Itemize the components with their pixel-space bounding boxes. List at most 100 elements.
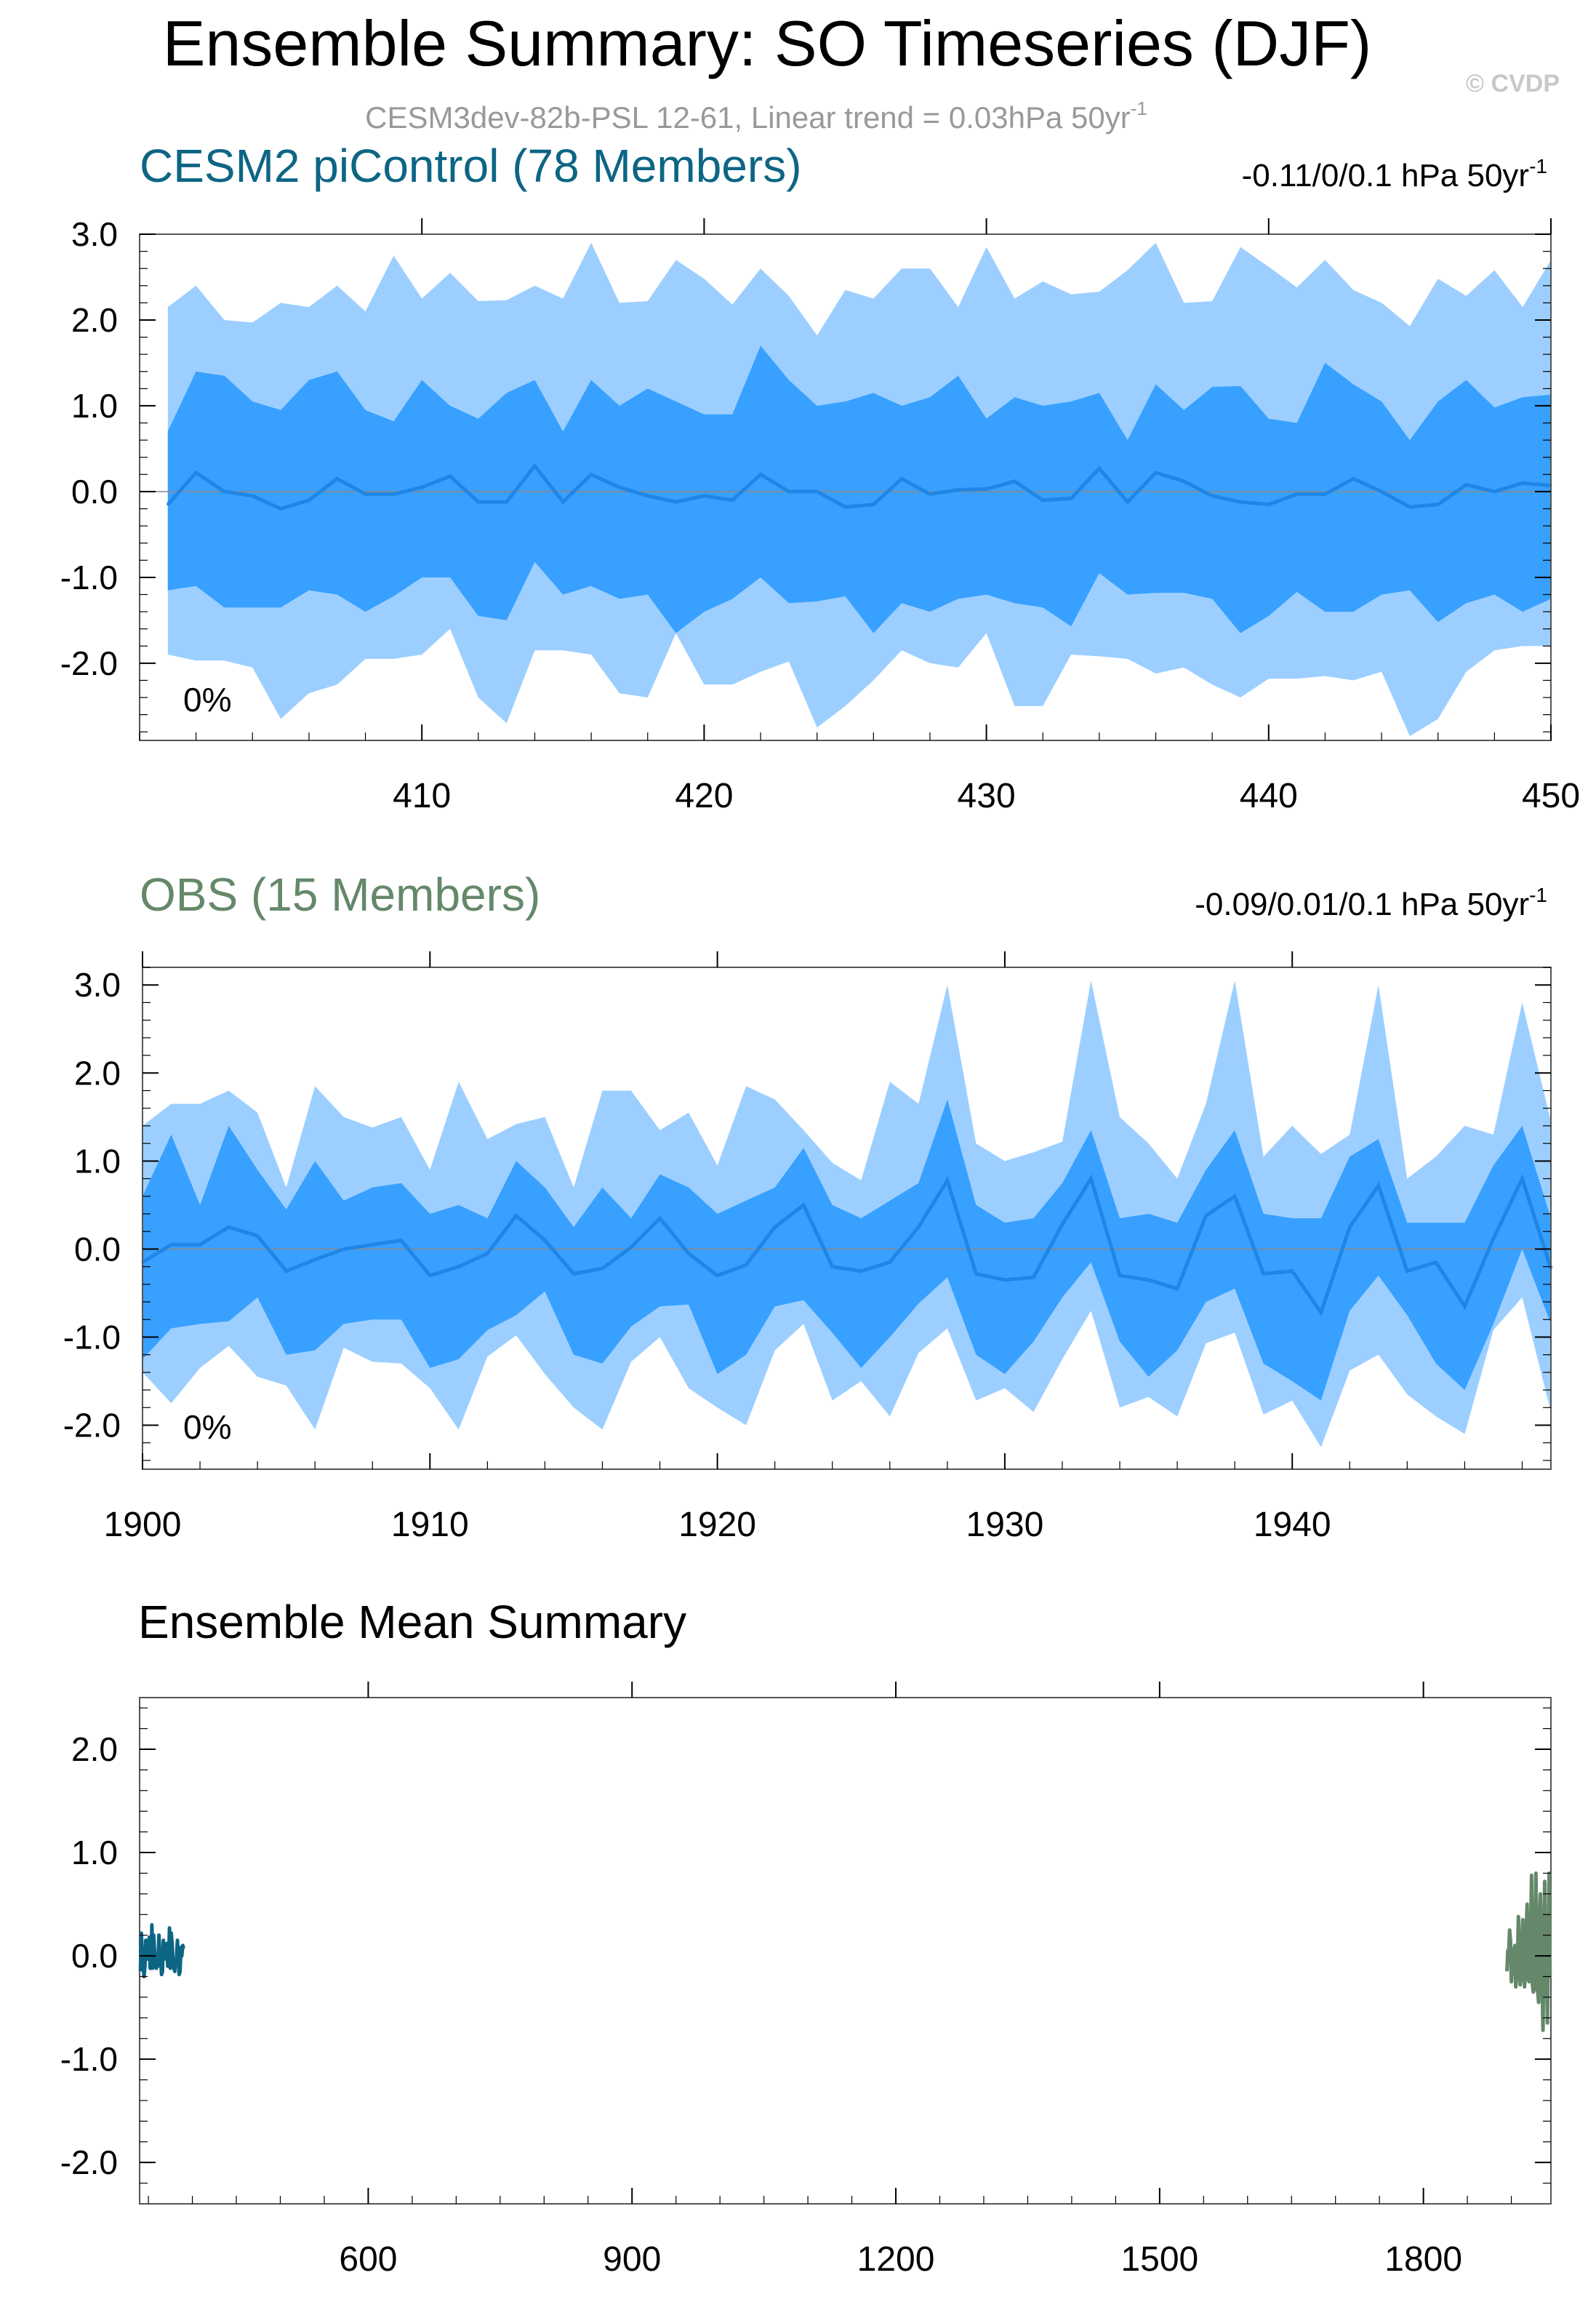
cesm-xtick-label: 440 [1240,777,1298,815]
obs-mean-point [774,1226,777,1228]
summary-xtick-label: 1800 [1384,2240,1462,2279]
summary-xtick-label: 900 [603,2240,661,2279]
obs-mean-point [1348,1226,1351,1228]
cesm-mean-point [985,487,988,490]
summary-xtick-label: 600 [339,2240,397,2279]
obs-mean-point [687,1252,690,1255]
obs-trend-text: -0.09/0.01/0.1 hPa 50yr [1195,887,1529,922]
cesm-mean-line [166,463,1552,511]
obs-mean-point [486,1252,489,1255]
cesm-mean-point [759,473,762,476]
ensemble-mean-title: Ensemble Mean Summary [138,1596,686,1648]
obs-ytick-label: -1.0 [63,1318,121,1356]
cesm-plot-area: 3.0 2.0 1.0 0.0 -1.0 -2.0 410 420 430 440 450 [60,215,1580,815]
obs-mean-point [1435,1261,1437,1264]
cesm-mean-point [702,495,705,497]
cesm-mean-point [900,477,903,480]
obs-xtick-label: 1910 [391,1506,469,1544]
cesm-mean-point [1493,490,1496,493]
cesm-mean-point [1098,467,1101,470]
obs-mean-point [630,1246,633,1249]
obs-mean-point [745,1263,747,1266]
obs-mean-point [659,1217,662,1220]
cesm-mean-point [844,505,846,508]
obs-ytick-label: 2.0 [74,1054,121,1092]
cesm-mean-point [392,492,395,495]
cesm-mean-point [957,489,960,492]
cesm-xtick-label: 430 [958,777,1016,815]
figure-subtitle-sup: -1 [1131,97,1147,119]
obs-xtick-label: 1940 [1254,1506,1331,1544]
obs-mean-point [256,1234,259,1237]
cesm-xtick-label: 410 [393,777,451,815]
obs-mean-point [285,1270,288,1273]
obs-mean-point [1032,1276,1035,1279]
summary-obs-line [1505,1871,1552,2032]
obs-mean-point [1463,1305,1466,1308]
cesm-mean-point [1070,497,1072,500]
cesm-mean-point [195,471,198,474]
obs-mean-point [543,1239,546,1242]
obs-mean-point [1520,1178,1523,1180]
cesm-mean-point [279,507,282,510]
cesm-mean-point [646,495,649,497]
obs-mean-point [400,1239,403,1242]
summary-frame [139,1697,1552,2205]
cesm-mean-point [1437,503,1440,506]
obs-mean-point [1003,1279,1006,1282]
obs-plot-area: 3.0 2.0 1.0 0.0 -1.0 -2.0 1900 1910 1920 1930 1940 [63,951,1553,1544]
obs-mean-point [572,1272,575,1275]
summary-xtick-label: 1200 [857,2240,935,2279]
obs-mean-point [1405,1270,1408,1273]
obs-mean-point [228,1226,230,1228]
summary-xtick-label: 1500 [1120,2240,1198,2279]
summary-cesm-line [138,1923,185,1978]
summary-ytick-label: 1.0 [71,1834,118,1871]
summary-ytick-label: -1.0 [60,2040,118,2078]
obs-mean-point [1147,1279,1150,1282]
figure-title: Ensemble Summary: SO Timeseries (DJF) [163,7,1372,79]
obs-mean-point [601,1267,603,1270]
cesm-mean-point [1408,505,1411,508]
obs-mean-point [1118,1274,1121,1277]
cesm-ytick-label: -1.0 [60,559,118,596]
cesm-panel-title: CESM2 piControl (78 Members) [140,140,802,192]
cesm-panel: CESM2 piControl (78 Members) -0.11/0/0.1… [60,140,1580,815]
obs-mean-point [1291,1270,1294,1273]
obs-mean-line [141,1173,1553,1317]
cesm-mean-point [251,495,254,497]
obs-mean-point [946,1179,949,1182]
cesm-mean-point [1239,500,1242,503]
cesm-ytick-label: -2.0 [60,644,118,682]
obs-mean-point [371,1243,374,1246]
cesm-ytick-label: 1.0 [71,387,118,425]
obs-mean-point [1377,1184,1380,1187]
cesm-mean-point [1155,471,1158,474]
obs-mean-point [859,1270,862,1273]
obs-mean-point [515,1214,518,1217]
cesm-mean-point [872,503,875,506]
obs-ytick-label: -2.0 [63,1406,121,1444]
obs-xtick-label: 1930 [966,1506,1044,1544]
cesm-ytick-label: 0.0 [71,473,118,511]
cesm-ytick-label: 3.0 [71,215,118,253]
cesm-mean-point [533,465,536,468]
obs-ytick-label: 0.0 [74,1230,121,1268]
cesm-xtick-label: 420 [675,777,733,815]
cesm-mean-point [505,500,508,503]
cesm-mean-point [1013,480,1016,483]
cesm-mean-point [1380,490,1383,493]
obs-mean-point [1205,1214,1208,1217]
obs-xtick-label: 1920 [678,1506,756,1544]
cesm-mean-point [816,490,819,493]
obs-percent-label: 0% [183,1408,231,1446]
cesm-mean-point [787,490,790,493]
obs-mean-point [1320,1311,1323,1314]
cesm-mean-point [1521,481,1524,484]
cesm-mean-point [618,486,621,489]
cesm-mean-point [222,490,225,493]
summary-ytick-label: -2.0 [60,2143,118,2181]
cesm-frame [139,233,1552,741]
cesm-trend-sup: -1 [1529,155,1547,177]
